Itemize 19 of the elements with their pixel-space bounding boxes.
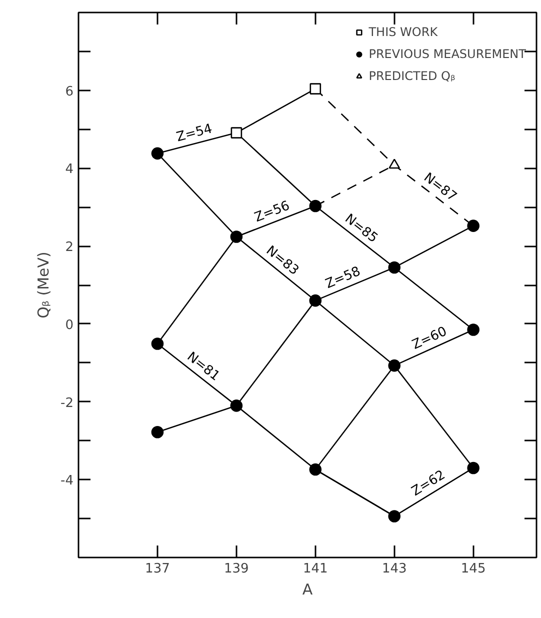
annotation: Z=58 xyxy=(323,264,363,292)
x-tick-label: 137 xyxy=(145,562,170,576)
x-tick-label: 139 xyxy=(224,562,249,576)
x-tick-label: 141 xyxy=(302,562,328,576)
legend-label: PREDICTED Qᵦ xyxy=(368,69,456,83)
annotation: Z=54 xyxy=(174,122,214,146)
y-axis-title: Qᵦ (MeV) xyxy=(34,252,53,318)
y-tick-label: 4 xyxy=(65,162,74,178)
x-axis-title: A xyxy=(302,580,314,598)
legend-label: THIS WORK xyxy=(368,25,438,39)
y-tick-label: 2 xyxy=(65,240,74,256)
y-tick-label: 0 xyxy=(65,318,74,333)
y-tick-label: -4 xyxy=(60,474,74,489)
x-tick-label: 143 xyxy=(382,562,407,576)
annotation: Z=56 xyxy=(252,198,292,226)
y-tick-label: -2 xyxy=(60,396,74,411)
x-tick-label: 145 xyxy=(460,562,486,576)
legend-label: PREVIOUS MEASUREMENT xyxy=(368,47,526,61)
y-tick-label: 6 xyxy=(65,84,74,100)
